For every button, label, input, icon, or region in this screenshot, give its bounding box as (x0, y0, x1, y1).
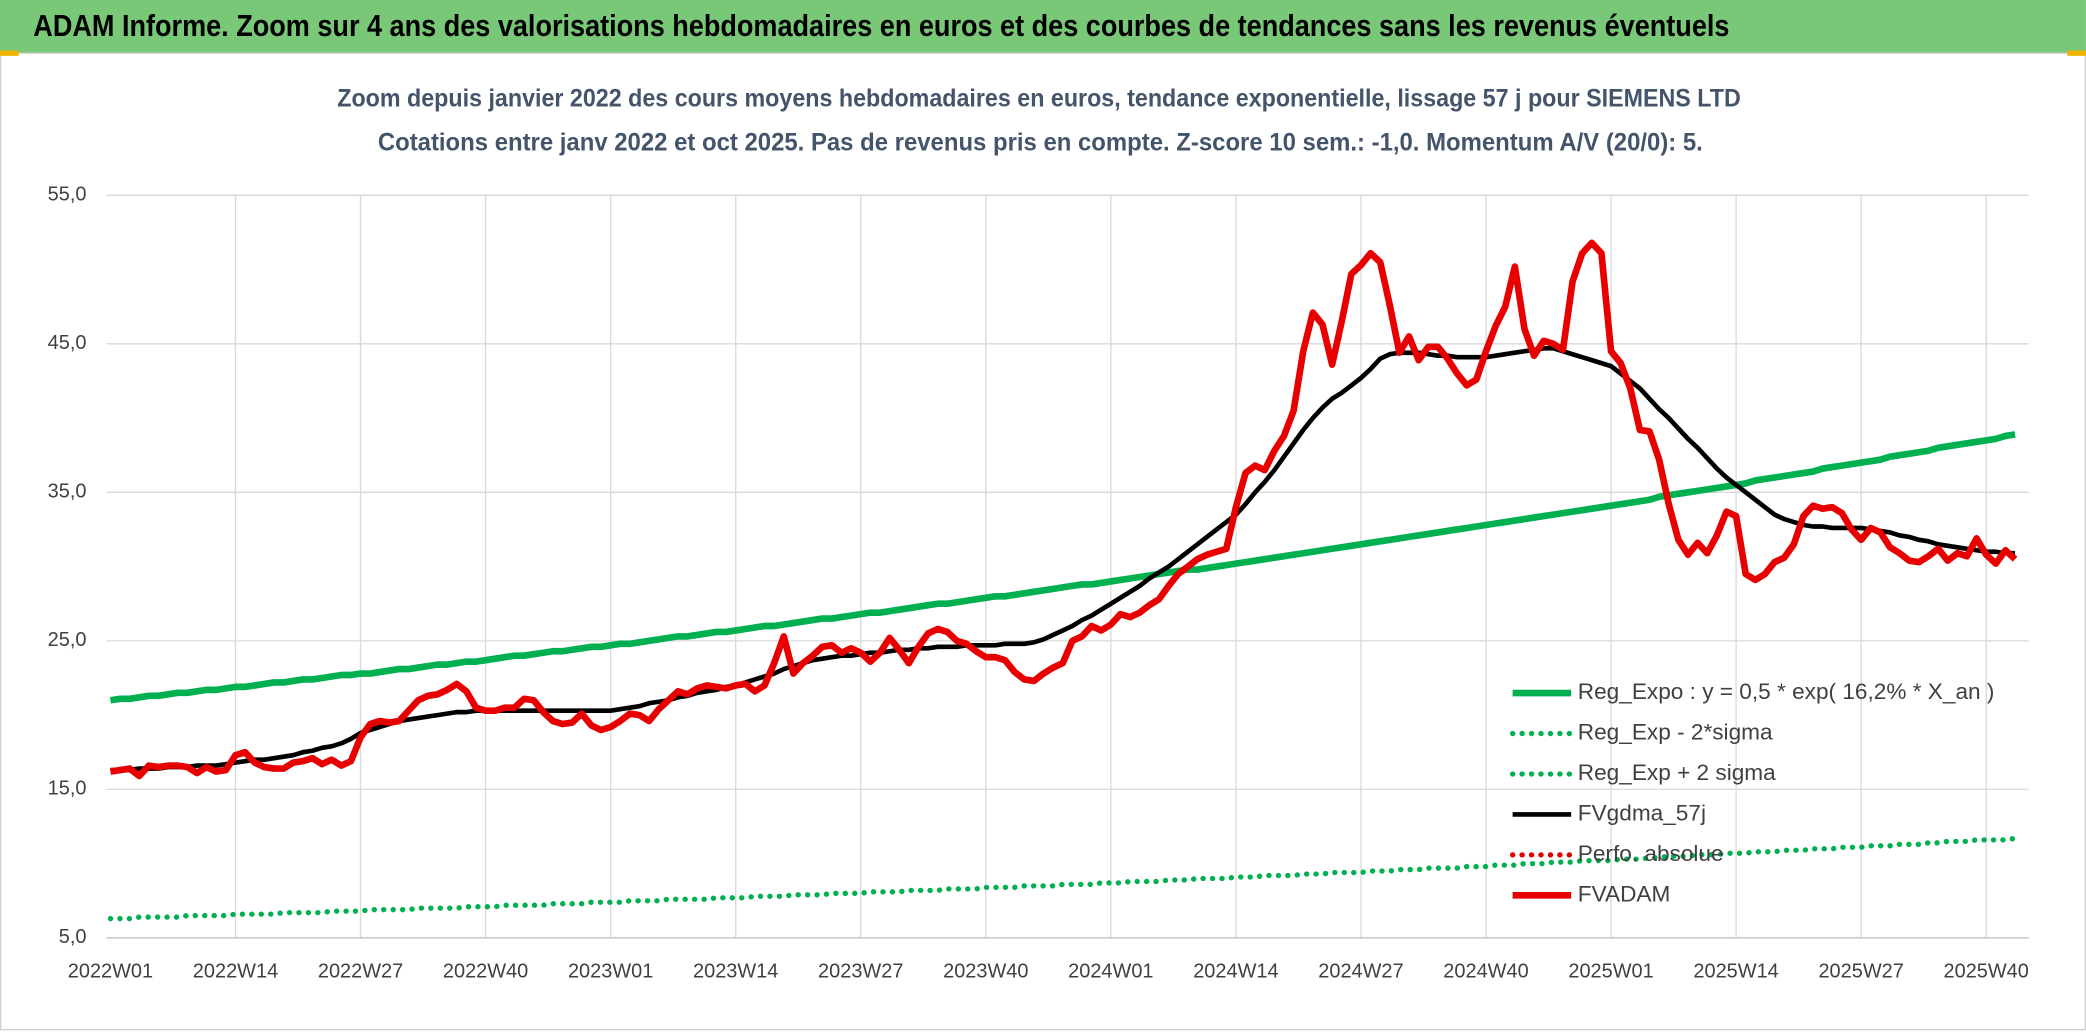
plot (107, 239, 2018, 922)
corner-mark (0, 50, 19, 56)
x-tick-label: 2023W40 (943, 961, 1028, 983)
y-tick-label: 5,0 (59, 926, 87, 948)
header-title: ADAM Informe. Zoom sur 4 ans des valoris… (33, 9, 1729, 43)
series-line (107, 835, 2018, 922)
legend-label: FVgdma_57j (1578, 800, 1706, 825)
legend-label: Reg_Exp + 2 sigma (1578, 760, 1776, 785)
legend-label: Perfo. absolue (1578, 841, 1724, 866)
x-tick-label: 2023W01 (568, 961, 653, 983)
series-line (109, 431, 2016, 704)
chart-subtitle: Cotations entre janv 2022 et oct 2025. P… (378, 128, 1703, 156)
title-box (327, 77, 1749, 165)
x-tick-label: 2022W27 (318, 961, 403, 983)
x-tick-label: 2022W01 (68, 961, 153, 983)
x-tick-label: 2024W40 (1443, 961, 1528, 983)
y-tick-label: 35,0 (48, 481, 87, 503)
legend-label: Reg_Exp - 2*sigma (1578, 720, 1773, 745)
chart-frame (0, 52, 2086, 1031)
header-band (0, 0, 2086, 54)
x-tick-label: 2024W01 (1068, 961, 1153, 983)
series-line (109, 239, 2018, 780)
legend-label: FVADAM (1578, 881, 1671, 906)
x-tick-label: 2022W14 (193, 961, 278, 983)
legend: Reg_Expo : y = 0,5 * exp( 16,2% * X_an )… (1509, 679, 1995, 906)
x-tick-label: 2025W01 (1568, 961, 1653, 983)
x-tick-label: 2024W27 (1318, 961, 1403, 983)
x-tick-label: 2023W14 (693, 961, 778, 983)
y-tick-label: 55,0 (48, 184, 87, 206)
y-tick-label: 45,0 (48, 332, 87, 354)
y-tick-label: 15,0 (48, 778, 87, 800)
x-tick-label: 2024W14 (1193, 961, 1278, 983)
grid: 5,0 15,0 25,0 35,0 45,0 55,0 2022W01 2022W14 202… (48, 184, 2029, 983)
x-tick-label: 2025W27 (1818, 961, 1903, 983)
x-tick-label: 2023W27 (818, 961, 903, 983)
corner-mark (2067, 50, 2086, 56)
chart-title: Zoom depuis janvier 2022 des cours moyen… (337, 84, 1740, 112)
x-tick-label: 2025W14 (1693, 961, 1778, 983)
y-tick-label: 25,0 (48, 629, 87, 651)
legend-label: Reg_Expo : y = 0,5 * exp( 16,2% * X_an ) (1578, 679, 1995, 704)
x-tick-label: 2022W40 (443, 961, 528, 983)
series-line (110, 345, 2016, 773)
x-tick-label: 2025W40 (1944, 961, 2029, 983)
